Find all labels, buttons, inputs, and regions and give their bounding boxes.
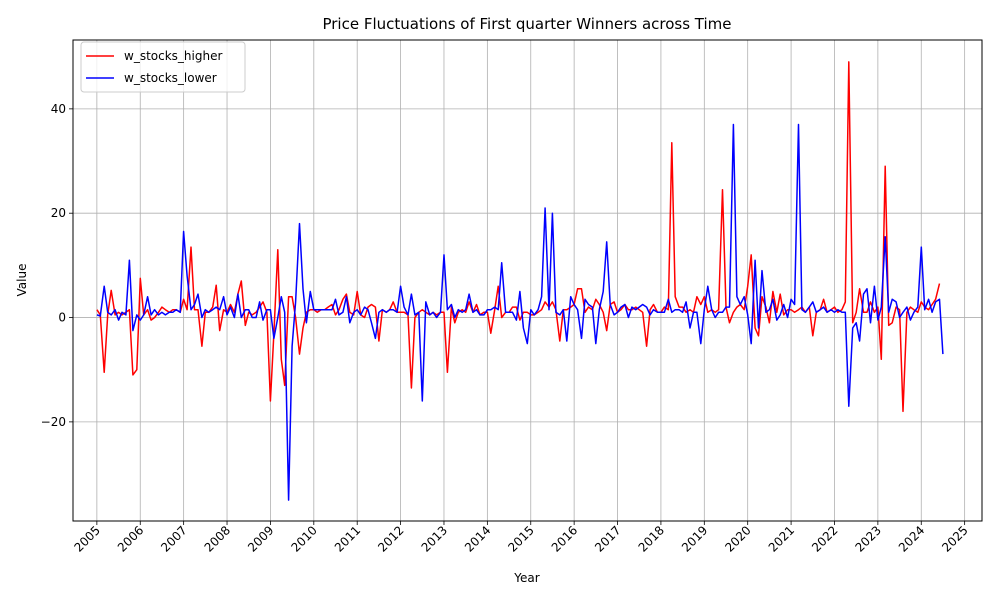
y-tick-label: 20 bbox=[51, 206, 66, 220]
y-tick-label: 40 bbox=[51, 102, 66, 116]
grid-lines bbox=[73, 40, 982, 521]
y-tick-label: 0 bbox=[58, 311, 66, 325]
y-axis-ticks: −20 0 20 40 bbox=[41, 102, 73, 429]
legend-box bbox=[80, 41, 246, 93]
series-lines bbox=[96, 61, 944, 501]
legend-label-higher: w_stocks_higher bbox=[124, 49, 222, 63]
legend: w_stocks_higher w_stocks_lower bbox=[80, 41, 246, 93]
y-axis-title: Value bbox=[15, 264, 29, 297]
series-line-w-stocks-lower bbox=[96, 123, 944, 501]
plot-frame bbox=[72, 39, 983, 522]
chart-title: Price Fluctuations of First quarter Winn… bbox=[322, 15, 731, 33]
legend-label-lower: w_stocks_lower bbox=[124, 71, 217, 85]
x-axis-title: Year bbox=[513, 571, 539, 585]
y-tick-label: −20 bbox=[41, 415, 66, 429]
